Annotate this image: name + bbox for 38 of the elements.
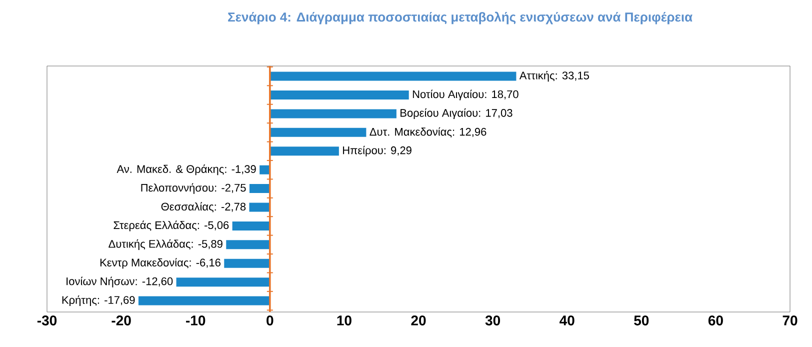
bar — [249, 202, 270, 212]
x-tick-label: 30 — [485, 316, 500, 326]
x-tick-label: 50 — [634, 316, 649, 326]
data-label: Αττικής: 33,15 — [519, 71, 589, 82]
bar — [224, 258, 270, 268]
x-tick-label: 70 — [782, 316, 798, 326]
x-tick-label: -30 — [37, 316, 57, 326]
bar — [270, 109, 396, 118]
bar — [232, 221, 270, 230]
data-label: Ηπείρου: 9,29 — [343, 146, 412, 156]
bar — [249, 184, 270, 194]
bar — [270, 90, 409, 100]
data-label: Βορείου Αιγαίου: 17,03 — [400, 108, 512, 119]
bar — [270, 146, 339, 156]
bar — [176, 278, 270, 287]
x-tick-label: 10 — [337, 316, 352, 326]
data-label: Ιονίων Νήσων: -12,60 — [66, 276, 173, 288]
bar — [138, 296, 270, 306]
data-label: Δυτικής Ελλάδας: -5,89 — [108, 239, 222, 250]
x-tick-label: -10 — [186, 316, 206, 326]
data-label: Δυτ. Μακεδονίας: 12,96 — [370, 127, 486, 138]
bar — [270, 72, 516, 81]
x-tick-label: 60 — [708, 316, 723, 326]
x-tick-label: 40 — [560, 316, 574, 326]
bar — [270, 128, 366, 137]
x-tick-label: 20 — [411, 316, 426, 326]
data-label: Πελοποννήσου: -2,75 — [141, 183, 246, 194]
data-label: Κεντρ Μακεδονίας: -6,16 — [100, 258, 220, 269]
data-label: Κρήτης: -17,69 — [62, 296, 135, 306]
data-label: Νοτίου Αιγαίου: 18,70 — [412, 90, 518, 100]
data-label: Στερεάς Ελλάδας: -5,06 — [114, 220, 229, 232]
bar — [226, 240, 270, 250]
x-tick-label: 0 — [266, 316, 274, 326]
data-label: Θεσσαλίας: -2,78 — [161, 202, 246, 212]
data-label: Αν. Μακεδ. & Θράκης: -1,39 — [116, 164, 256, 176]
bar — [260, 165, 270, 174]
x-tick-label: -20 — [112, 316, 131, 326]
chart-title: Σενάριο 4: Διάγραμμα ποσοστιαίας μεταβολής ενισχύσεων ανά Περιφέρεια — [228, 12, 692, 24]
